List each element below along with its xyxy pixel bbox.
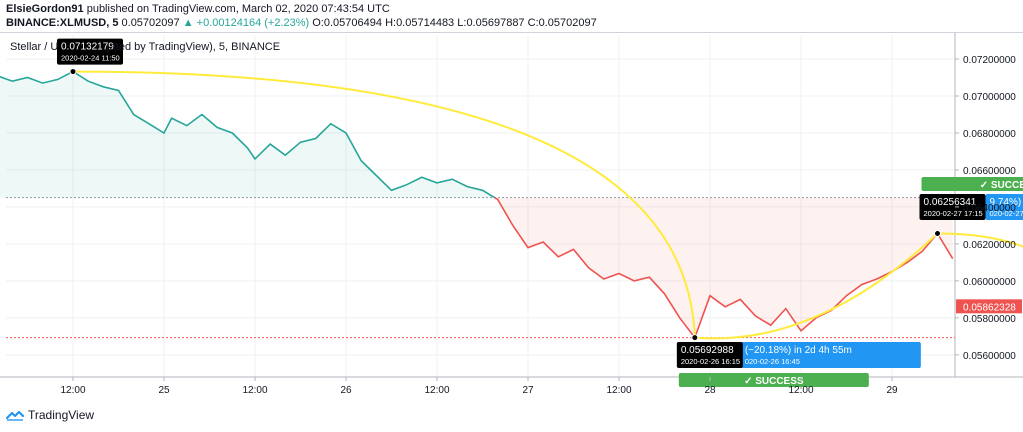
last-price: 0.05702097 (121, 17, 180, 29)
open-label: O: (312, 17, 324, 29)
open-value: 0.05706494 (323, 17, 382, 29)
x-tick-label: 27 (522, 385, 534, 396)
published-text: published on TradingView.com, March 02, … (86, 3, 390, 15)
success-badge-2[interactable] (921, 177, 1023, 191)
trend-curve (72, 70, 696, 338)
author-name[interactable]: ElsieGordon91 (6, 3, 84, 15)
x-tick-label: 12:00 (242, 385, 267, 396)
y-tick-label: 0.06200000 (963, 240, 1016, 251)
close-value: 0.05702097 (538, 17, 597, 29)
last-price-marker (956, 299, 1022, 314)
close-label: C: (527, 17, 539, 29)
annotation-point[interactable] (691, 334, 699, 342)
annotation-drop-time: 020-02-26 16:45 (745, 357, 800, 366)
y-tick-label: 0.07200000 (963, 55, 1016, 66)
chart-title-suffix: (ated by TradingView), 5, BINANCE (106, 41, 280, 53)
trend-curve (937, 232, 1023, 248)
x-tick-label: 12:00 (606, 385, 631, 396)
y-tick-label: 0.05800000 (963, 314, 1016, 325)
symbol-label: BINANCE:XLMUSD, 5 (6, 17, 119, 29)
x-tick-label: 12:00 (60, 385, 85, 396)
annotation-drop-change: (−20.18%) in 2d 4h 55m (745, 345, 852, 356)
high-label: H: (385, 17, 397, 29)
trend-curve (694, 232, 939, 340)
ohlc-bar: BINANCE:XLMUSD, 5 0.05702097 ▲ +0.001241… (6, 17, 597, 29)
change-value: ▲ +0.00124164 (+2.23%) (182, 17, 310, 29)
publish-info: ElsieGordon91 published on TradingView.c… (6, 3, 390, 15)
last-price-label: 0.05862328 (963, 302, 1016, 313)
annotation-peak-value: 0.06256341 (924, 197, 977, 208)
annotation-low-time: 2020-02-26 16:15 (681, 357, 740, 366)
annotation-point[interactable] (69, 68, 77, 76)
footer: TradingView (6, 408, 94, 422)
y-tick-label: 0.06600000 (963, 166, 1016, 177)
annotation-high-value: 0.07132179 (61, 42, 114, 53)
x-tick-label: 28 (704, 385, 716, 396)
x-tick-label: 26 (340, 385, 352, 396)
brand-label[interactable]: TradingView (28, 408, 95, 422)
annotation-peak-box (919, 194, 986, 220)
annotation-high-box (57, 38, 123, 65)
y-tick-label: 0.07000000 (963, 92, 1016, 103)
y-tick-label: 0.06800000 (963, 129, 1016, 140)
low-label: L: (457, 17, 467, 29)
annotation-low-box (676, 342, 743, 368)
header-divider (0, 32, 1023, 33)
area-fill-down (0, 197, 953, 338)
annotation-drop-box (740, 342, 921, 368)
x-tick-label: 29 (886, 385, 898, 396)
price-line-down (493, 197, 954, 340)
annotation-rise-box (985, 194, 1023, 220)
low-value: 0.05697887 (466, 17, 525, 29)
x-tick-label: 12:00 (788, 385, 813, 396)
y-tick-label: 0.06400000 (963, 203, 1016, 214)
success-badge-2-label: ✓ SUCCESS (980, 180, 1023, 191)
tradingview-logo-icon (6, 410, 24, 421)
success-badge-1-label: ✓ SUCCESS (744, 376, 804, 387)
annotation-rise-time: 020-02-27 17:30 (990, 209, 1023, 218)
annotation-rise-change: 9.74%) in 1d 1h 15m (990, 197, 1023, 208)
success-badge-1[interactable] (678, 373, 869, 387)
high-value: 0.05714483 (396, 17, 455, 29)
x-tick-label: 12:00 (424, 385, 449, 396)
area-fill-up (0, 71, 495, 198)
annotation-high-time: 2020-02-24 11:50 (61, 54, 120, 63)
price-line-up (0, 70, 497, 198)
chart-title: Stellar / U (10, 41, 58, 53)
annotation-peak-time: 2020-02-27 17:15 (924, 209, 983, 218)
annotation-low-value: 0.05692988 (681, 345, 734, 356)
x-tick-label: 25 (158, 385, 170, 396)
y-tick-label: 0.05600000 (963, 351, 1016, 362)
y-tick-label: 0.06000000 (963, 277, 1016, 288)
annotation-point[interactable] (934, 229, 941, 237)
